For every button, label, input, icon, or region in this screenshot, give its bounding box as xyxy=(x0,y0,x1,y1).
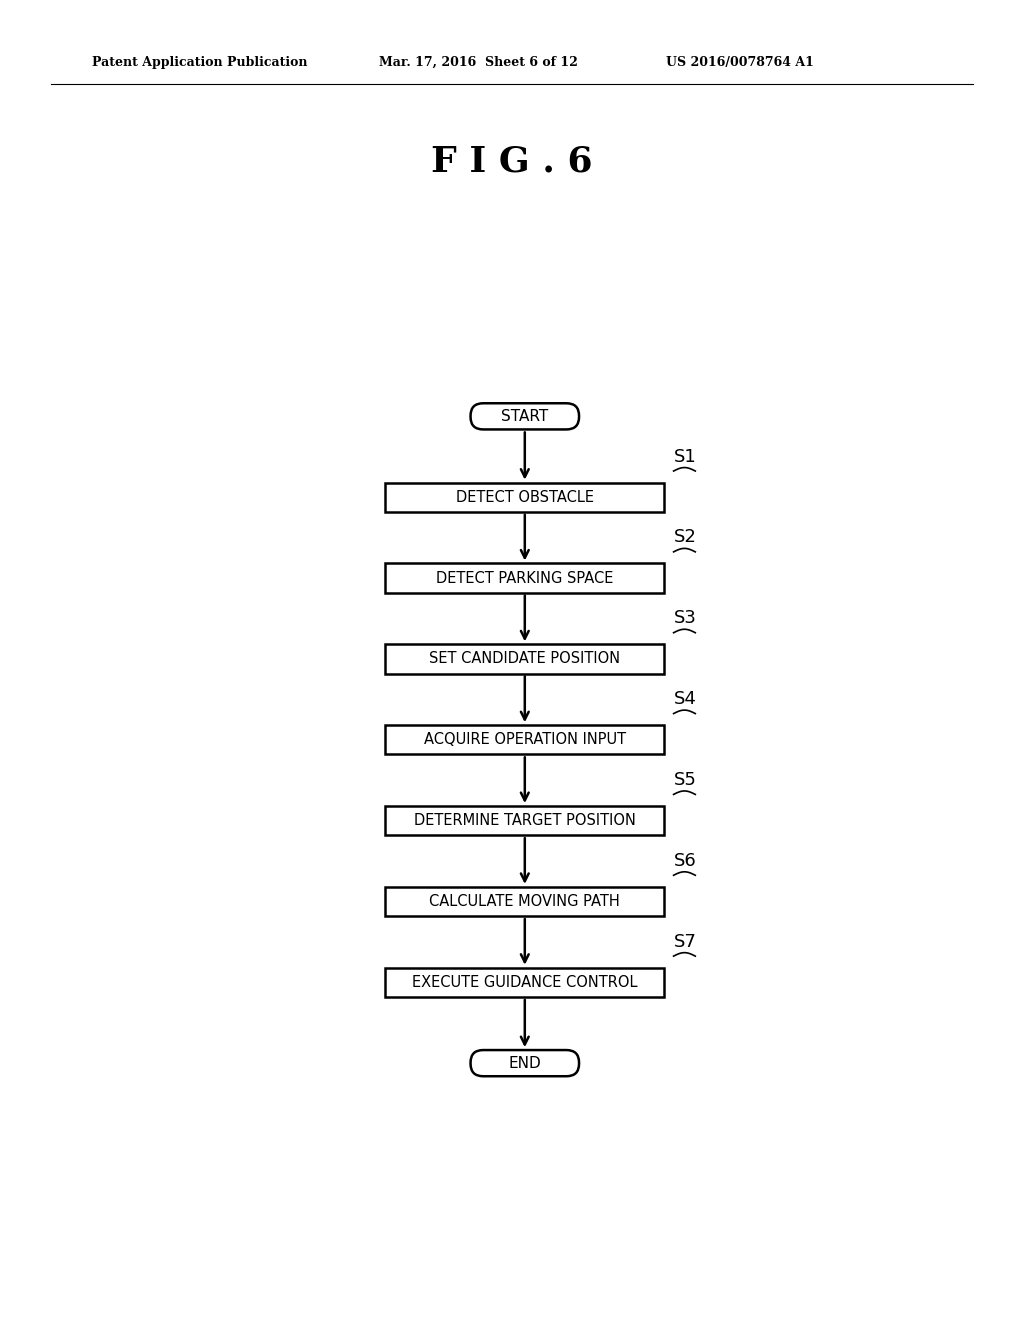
Text: EXECUTE GUIDANCE CONTROL: EXECUTE GUIDANCE CONTROL xyxy=(412,974,638,990)
Bar xyxy=(385,807,665,836)
Text: S6: S6 xyxy=(674,851,696,870)
Bar xyxy=(385,887,665,916)
Text: S1: S1 xyxy=(674,447,696,466)
FancyBboxPatch shape xyxy=(471,404,579,429)
Text: US 2016/0078764 A1: US 2016/0078764 A1 xyxy=(666,55,813,69)
Bar xyxy=(385,564,665,593)
Text: DETECT PARKING SPACE: DETECT PARKING SPACE xyxy=(436,570,613,586)
Bar xyxy=(385,483,665,512)
Text: END: END xyxy=(509,1056,541,1071)
Text: START: START xyxy=(501,409,549,424)
Text: Patent Application Publication: Patent Application Publication xyxy=(92,55,307,69)
Bar xyxy=(385,725,665,755)
Text: F I G . 6: F I G . 6 xyxy=(431,144,593,178)
Text: DETECT OBSTACLE: DETECT OBSTACLE xyxy=(456,490,594,504)
Text: S7: S7 xyxy=(674,933,696,950)
Text: SET CANDIDATE POSITION: SET CANDIDATE POSITION xyxy=(429,651,621,667)
Text: S4: S4 xyxy=(674,690,696,708)
Text: DETERMINE TARGET POSITION: DETERMINE TARGET POSITION xyxy=(414,813,636,828)
Text: S5: S5 xyxy=(674,771,696,789)
Text: Mar. 17, 2016  Sheet 6 of 12: Mar. 17, 2016 Sheet 6 of 12 xyxy=(379,55,578,69)
Text: S2: S2 xyxy=(674,528,696,546)
Text: CALCULATE MOVING PATH: CALCULATE MOVING PATH xyxy=(429,894,621,909)
Bar xyxy=(385,644,665,673)
Text: S3: S3 xyxy=(674,610,696,627)
FancyBboxPatch shape xyxy=(471,1051,579,1076)
Text: ACQUIRE OPERATION INPUT: ACQUIRE OPERATION INPUT xyxy=(424,733,626,747)
Bar xyxy=(385,968,665,997)
